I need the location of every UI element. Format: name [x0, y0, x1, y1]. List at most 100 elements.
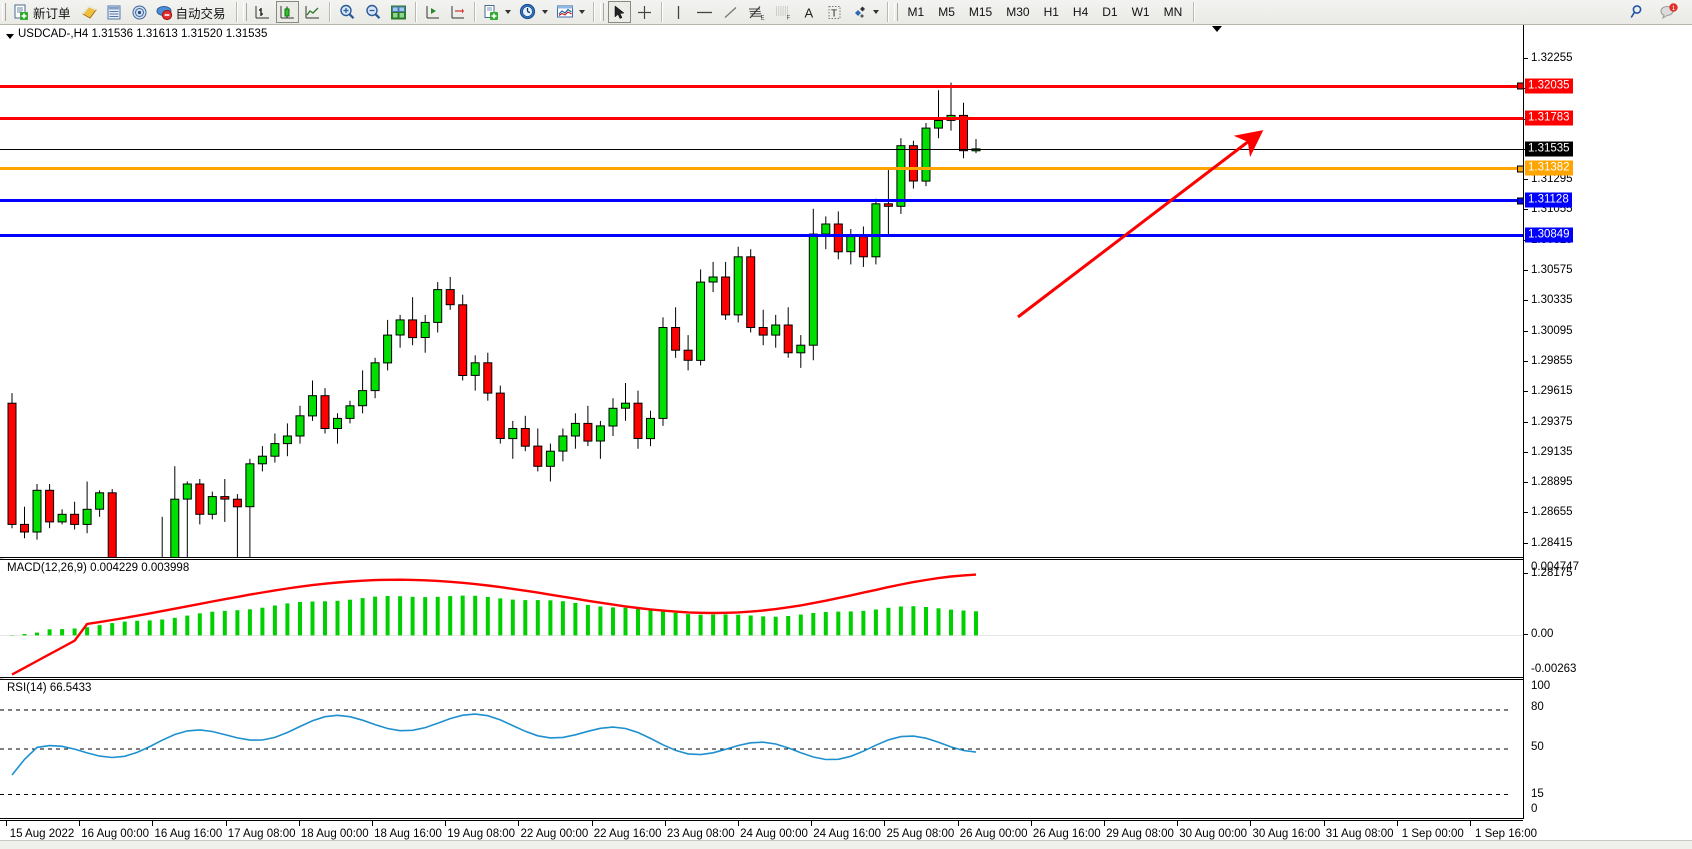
- svg-text:A: A: [804, 5, 813, 20]
- zoom-out-icon: [365, 4, 380, 19]
- price-tick-label: 1.28175: [1531, 567, 1573, 579]
- fibonacci-button[interactable]: E: [744, 1, 769, 23]
- period-button[interactable]: [516, 1, 551, 23]
- line-chart-icon: [305, 5, 319, 18]
- macd-pane[interactable]: MACD(12,26,9) 0.004229 0.003998: [0, 559, 1523, 678]
- auto-trading-icon: [156, 5, 172, 20]
- horizontal-line-button[interactable]: [692, 1, 717, 23]
- toolbar-grip-3[interactable]: [599, 3, 604, 21]
- price-tag-pivot[interactable]: 1.31382: [1525, 160, 1573, 176]
- price-level-handle-resistance-2[interactable]: [1517, 82, 1523, 90]
- rsi-pane[interactable]: RSI(14) 66.5433: [0, 679, 1523, 819]
- timeframe-m5[interactable]: M5: [938, 5, 955, 19]
- symbol-header: USDCAD-,H4 1.31536 1.31613 1.31520 1.315…: [18, 28, 268, 40]
- svg-text:T: T: [831, 8, 837, 19]
- price-level-support-1[interactable]: [0, 197, 1523, 205]
- time-gridline: [518, 821, 519, 826]
- price-level-handle-pivot[interactable]: [1517, 165, 1523, 173]
- timeframe-m1[interactable]: M1: [907, 5, 925, 19]
- indicators-button[interactable]: [553, 1, 588, 23]
- bar-chart-button[interactable]: [251, 1, 274, 23]
- timeframe-w1[interactable]: W1: [1131, 5, 1150, 19]
- search-icon: [1630, 5, 1642, 18]
- toolbar-grip-4[interactable]: [893, 3, 898, 21]
- price-level-resistance-1[interactable]: [0, 116, 1523, 120]
- price-tick: [1523, 179, 1528, 181]
- cursor-button[interactable]: [607, 1, 631, 23]
- market-watch-button[interactable]: [128, 1, 151, 23]
- equidistant-channel-button[interactable]: F: [771, 1, 796, 23]
- time-axis-label: 24 Aug 00:00: [740, 828, 808, 840]
- candlestick-chart-button[interactable]: [275, 1, 299, 23]
- grid-panel-icon: [390, 5, 406, 19]
- time-axis-label: 18 Aug 00:00: [300, 828, 369, 840]
- price-tag-current-price[interactable]: 1.31535: [1525, 141, 1573, 157]
- indicators-icon: [556, 5, 573, 18]
- toolbar-grip-2[interactable]: [242, 3, 247, 21]
- time-gridline: [1177, 821, 1178, 826]
- crosshair-icon: [637, 5, 651, 19]
- notifications-button[interactable]: 1: [1656, 1, 1682, 23]
- price-tag-resistance-2[interactable]: 1.32035: [1525, 78, 1573, 94]
- price-tag-resistance-1[interactable]: 1.31783: [1525, 110, 1573, 126]
- vertical-line-button[interactable]: [667, 1, 690, 23]
- timeframe-h4[interactable]: H4: [1072, 5, 1089, 19]
- price-tick-label: 1.28895: [1531, 476, 1573, 489]
- search-button[interactable]: [1625, 1, 1649, 23]
- price-pane[interactable]: USDCAD-,H4 1.31536 1.31613 1.31520 1.315…: [0, 25, 1523, 558]
- new-order-button[interactable]: 新订单: [10, 1, 76, 23]
- scale-caret-icon[interactable]: [1212, 26, 1222, 32]
- price-tick: [1523, 58, 1528, 59]
- indicators-dropdown-arrow[interactable]: [578, 10, 585, 14]
- price-level-current-price[interactable]: [0, 148, 1523, 150]
- macd-tick: [1523, 634, 1528, 635]
- price-tick: [1523, 573, 1528, 574]
- price-level-handle-support-1[interactable]: [1517, 197, 1523, 205]
- svg-text:E: E: [760, 15, 764, 20]
- market-watch-panel-button[interactable]: [387, 1, 410, 23]
- price-axis[interactable]: 1.322551.320151.317751.315351.312951.310…: [1523, 25, 1692, 819]
- zoom-in-button[interactable]: [335, 1, 359, 23]
- timeframe-mn[interactable]: MN: [1163, 5, 1183, 19]
- data-window-button[interactable]: [103, 1, 126, 23]
- time-axis-label: 1 Sep 00:00: [1401, 828, 1464, 840]
- timeframe-m30[interactable]: M30: [1006, 5, 1030, 19]
- objects-dropdown-arrow[interactable]: [872, 10, 879, 14]
- bar-chart-icon: [255, 5, 269, 18]
- price-tick-label: 1.28655: [1531, 506, 1573, 519]
- price-tag-support-1[interactable]: 1.31128: [1525, 192, 1572, 208]
- auto-trading-button[interactable]: 自动交易: [153, 1, 231, 23]
- price-level-pivot[interactable]: [0, 165, 1523, 173]
- timeframe-m15[interactable]: M15: [968, 5, 993, 19]
- price-level-resistance-2[interactable]: [0, 82, 1523, 90]
- price-level-support-2[interactable]: [0, 234, 1523, 238]
- toolbar-grip-1[interactable]: [2, 3, 6, 21]
- symbol-caret-icon[interactable]: [6, 34, 14, 39]
- time-gridline: [665, 821, 666, 826]
- toolbar-separator-4: [473, 2, 475, 22]
- chart-area[interactable]: USDCAD-,H4 1.31536 1.31613 1.31520 1.315…: [0, 25, 1692, 849]
- price-tick-label: 1.29855: [1531, 354, 1573, 367]
- price-tick-label: 1.30575: [1531, 264, 1573, 277]
- text-label-button[interactable]: T: [823, 1, 846, 23]
- auto-scroll-button[interactable]: [446, 1, 469, 23]
- crosshair-button[interactable]: [633, 1, 656, 23]
- chart-shift-button[interactable]: [421, 1, 444, 23]
- zoom-out-button[interactable]: [361, 1, 385, 23]
- objects-button[interactable]: [848, 1, 882, 23]
- time-axis-label: 24 Aug 16:00: [813, 828, 882, 840]
- line-chart-button[interactable]: [301, 1, 324, 23]
- trendline-button[interactable]: [719, 1, 742, 23]
- auto-trading-label: 自动交易: [175, 6, 226, 21]
- objects-icon: [854, 6, 865, 18]
- price-tick-label: 1.31295: [1531, 173, 1573, 186]
- timeframe-d1[interactable]: D1: [1102, 5, 1118, 19]
- expert-advisor-button[interactable]: [78, 1, 101, 23]
- period-dropdown-arrow[interactable]: [541, 10, 548, 14]
- templates-button[interactable]: [480, 1, 514, 23]
- timeframe-h1[interactable]: H1: [1043, 5, 1059, 19]
- templates-dropdown-arrow[interactable]: [504, 10, 511, 14]
- horizontal-line-icon: [696, 11, 712, 13]
- price-tag-support-2[interactable]: 1.30849: [1525, 227, 1573, 243]
- text-button[interactable]: A: [798, 1, 821, 23]
